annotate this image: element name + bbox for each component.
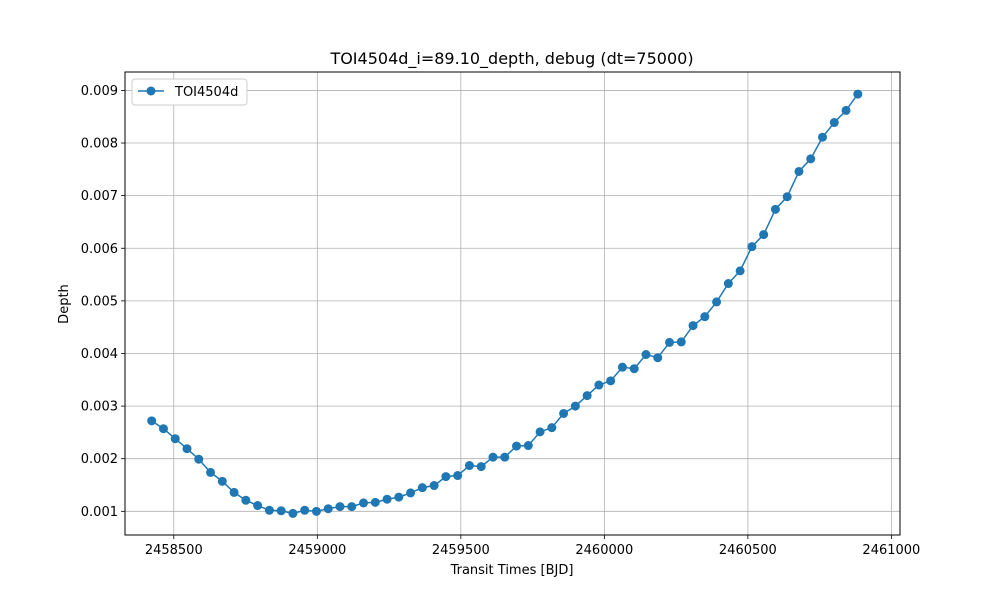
data-point [570, 401, 580, 411]
data-point [641, 350, 651, 360]
legend-box [131, 78, 248, 106]
x-tick-label: 2459500 [432, 543, 490, 558]
data-point [476, 462, 486, 472]
data-point [276, 506, 286, 516]
data-point [406, 488, 416, 498]
data-point [417, 483, 427, 493]
data-point [394, 492, 404, 502]
data-point [582, 391, 592, 401]
data-point [782, 192, 792, 202]
data-point [547, 423, 557, 433]
plot-frame [124, 71, 901, 536]
data-point [158, 424, 168, 434]
data-point [441, 472, 451, 482]
y-tick-label: 0.007 [81, 189, 118, 204]
data-point [147, 416, 157, 426]
y-tick-label: 0.009 [81, 84, 118, 99]
data-point [770, 204, 780, 214]
y-tick-label: 0.006 [81, 242, 118, 257]
legend: TOI4504d [131, 78, 248, 106]
data-point [594, 380, 604, 390]
data-point [323, 504, 333, 514]
data-point [182, 444, 192, 454]
data-point [688, 321, 698, 331]
y-axis-label: Depth [57, 284, 72, 324]
data-point [723, 279, 733, 289]
data-point [500, 452, 510, 462]
data-point [241, 495, 251, 505]
x-tick-label: 2461000 [862, 543, 920, 558]
data-point [264, 505, 274, 515]
series-layer [147, 89, 863, 518]
data-point [429, 481, 439, 491]
data-point [335, 502, 345, 512]
data-point [653, 353, 663, 363]
data-point [464, 461, 474, 471]
data-point [300, 505, 310, 515]
data-point [512, 441, 522, 451]
data-point [665, 337, 675, 347]
legend-label: TOI4504d [174, 85, 238, 100]
chart-title: TOI4504d_i=89.10_depth, debug (dt=75000) [329, 49, 693, 69]
data-point [559, 408, 569, 418]
data-point [841, 105, 851, 115]
data-point [170, 434, 180, 444]
data-point [359, 498, 369, 508]
x-tick-label: 2460000 [575, 543, 633, 558]
data-point [488, 452, 498, 462]
data-point [617, 362, 627, 372]
y-tick-label: 0.008 [81, 137, 118, 152]
data-point [818, 132, 827, 142]
y-tick-label: 0.003 [81, 400, 118, 415]
y-tick-label: 0.002 [81, 452, 118, 467]
y-tick-label: 0.004 [81, 347, 118, 362]
x-tick-label: 2460500 [719, 543, 777, 558]
data-point [217, 476, 227, 486]
data-point [535, 427, 545, 437]
data-point [829, 118, 839, 128]
ticks: 2458500 2459000 2459500 2460000 2460500 24610… [81, 84, 921, 558]
data-point [370, 497, 380, 507]
data-point [794, 166, 804, 176]
data-point [347, 502, 357, 512]
data-point [853, 89, 863, 99]
x-tick-label: 2458500 [145, 543, 203, 558]
data-point [806, 154, 816, 164]
data-point [759, 230, 769, 240]
x-tick-label: 2459000 [288, 543, 346, 558]
y-tick-label: 0.001 [81, 505, 118, 520]
data-point [288, 508, 298, 518]
legend-marker [146, 86, 156, 96]
data-point [523, 441, 533, 451]
data-point [253, 501, 263, 511]
data-point [206, 467, 216, 477]
data-point [194, 454, 204, 464]
data-point [747, 242, 757, 252]
data-point [629, 364, 639, 374]
data-point [735, 266, 745, 276]
grid [125, 72, 900, 535]
data-point [382, 494, 392, 504]
y-tick-label: 0.005 [81, 294, 118, 309]
data-point [676, 337, 686, 347]
data-point [229, 487, 239, 497]
data-point [606, 376, 616, 386]
x-axis-label: Transit Times [BJD] [450, 563, 574, 578]
data-point [712, 297, 722, 307]
data-point [700, 312, 710, 322]
data-point [311, 506, 321, 516]
data-point [453, 471, 463, 481]
